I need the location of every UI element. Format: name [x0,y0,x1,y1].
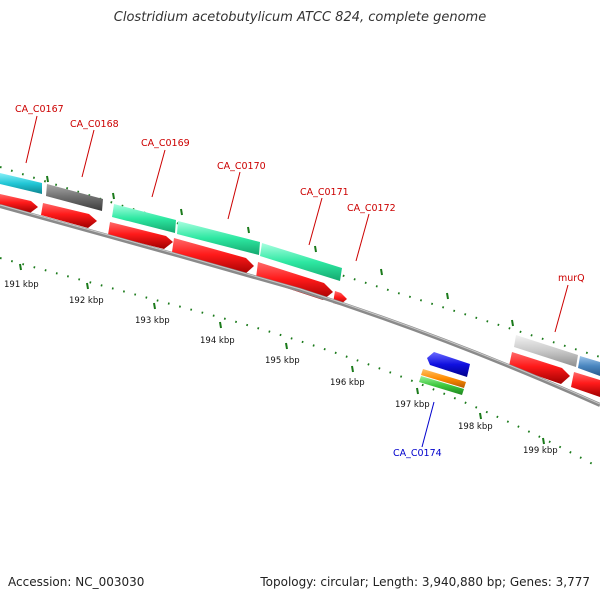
gene-arrow [108,222,173,249]
gene-arrow [509,352,570,384]
inner-ruler [0,257,600,469]
ruler-major-tick [285,342,288,350]
gene-label: CA_C0171 [300,187,349,198]
reverse-feature-track [419,352,470,395]
label-leader [25,115,38,164]
outer-major-tick [247,226,250,234]
forward-cds-track [0,173,600,376]
genome-backbone-highlight [0,204,600,405]
genome-summary-text: Topology: circular; Length: 3,940,880 bp… [260,575,590,589]
gene-arrow [0,194,38,213]
genome-backbone [0,204,600,407]
cds-block [578,356,600,376]
label-leader [554,284,569,333]
ruler-major-tick [19,263,22,271]
ruler-label: 191 kbp [4,280,39,290]
outer-major-tick [446,292,449,300]
ruler-label: 195 kbp [265,356,300,366]
ruler-major-tick [351,365,354,373]
outer-major-tick [180,208,183,216]
ruler-major-tick [153,302,156,310]
gene-arrow [41,203,97,228]
gene-arrow [172,238,254,275]
ruler-label: 192 kbp [69,296,104,306]
label-leader [308,197,323,246]
ruler-label: 197 kbp [395,400,430,410]
gene-label: CA_C0168 [70,119,119,130]
cds-block [112,204,176,233]
reverse-gene-arrow [427,352,470,377]
gene-label: CA_C0172 [347,203,396,214]
label-leader [151,149,166,198]
outer-major-tick [511,319,514,327]
ruler-major-tick [479,412,482,420]
outer-major-tick [46,175,49,183]
ruler-label: 194 kbp [200,336,235,346]
gene-arrow [256,262,333,300]
accession-text: Accession: NC_003030 [8,575,145,589]
reverse-cds-block [421,369,466,388]
forward-gene-track [0,194,600,397]
outer-major-tick [112,192,115,200]
ruler-label: 199 kbp [523,446,558,456]
gene-label: CA_C0169 [141,138,190,149]
gene-label: CA_C0170 [217,161,266,172]
ruler-label: 198 kbp [458,422,493,432]
cds-block [46,184,103,211]
ruler-label: 196 kbp [330,378,365,388]
label-leader [355,213,370,262]
gene-arrow [571,372,600,397]
ruler-major-tick [219,321,222,329]
reverse-cds-block [419,376,464,395]
ruler-major-tick [542,437,545,445]
label-leader [421,401,435,448]
outer-major-tick [314,245,317,253]
ruler-major-tick [416,387,419,395]
label-leader [81,129,95,178]
gene-label: CA_C0174 [393,448,442,459]
cds-block [514,335,578,367]
label-leader [227,171,241,220]
map-title: Clostridium acetobutylicum ATCC 824, com… [113,10,487,25]
cds-block [260,243,342,281]
cds-block [0,173,42,194]
gene-label: CA_C0167 [15,104,64,115]
ruler-major-tick [86,282,89,290]
ruler-label: 193 kbp [135,316,170,326]
gene-label: murQ [558,273,585,284]
outer-major-tick [380,268,383,276]
cds-block [177,221,260,255]
